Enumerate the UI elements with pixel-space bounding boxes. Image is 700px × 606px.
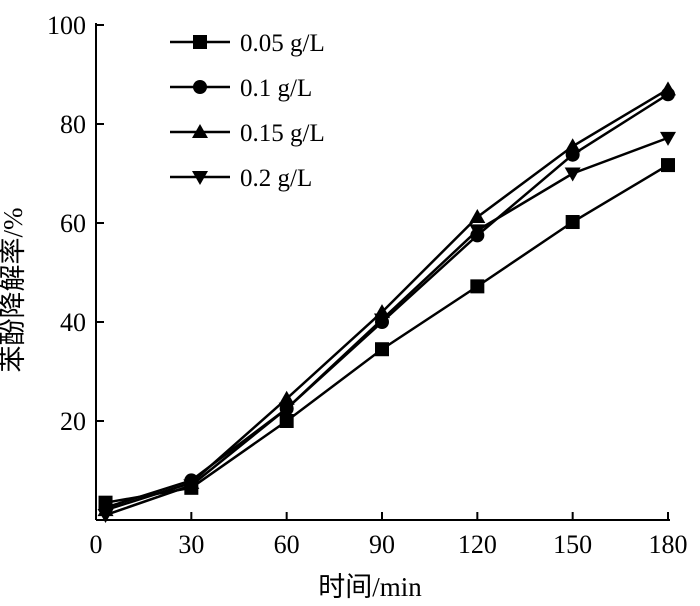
data-point	[564, 138, 581, 153]
x-tick-label: 120	[458, 530, 497, 559]
series-4	[97, 131, 676, 524]
data-point	[661, 158, 675, 173]
y-tick-label: 60	[60, 209, 86, 238]
legend-item: 0.15 g/L	[170, 120, 325, 147]
series-line	[105, 93, 669, 509]
x-tick-label: 150	[553, 530, 592, 559]
series-2	[98, 87, 675, 515]
data-point	[279, 414, 294, 428]
y-tick-label: 80	[60, 110, 86, 139]
series-layer	[97, 81, 676, 524]
x-axis-title: 时间/min	[318, 572, 422, 601]
y-tick-label: 20	[60, 407, 86, 436]
data-point	[183, 479, 200, 494]
x-tick-label: 180	[649, 530, 688, 559]
data-point	[660, 81, 676, 96]
legend: 0.05 g/L 0.1 g/L 0.15 g/L 0.2 g/L	[170, 30, 325, 192]
legend-item: 0.05 g/L	[170, 30, 325, 57]
data-point	[278, 390, 295, 405]
legend-marker	[192, 171, 208, 185]
data-point	[469, 209, 486, 224]
data-point	[278, 402, 295, 417]
data-point	[469, 224, 486, 239]
x-tick-label: 30	[178, 530, 204, 559]
y-axis-ticks: 20 40 60 80 100	[47, 11, 104, 436]
legend-marker	[193, 80, 207, 94]
x-tick-label: 90	[369, 530, 395, 559]
legend-label: 0.05 g/L	[240, 30, 325, 57]
series-line	[105, 88, 669, 512]
data-point	[565, 215, 580, 230]
data-point	[470, 279, 485, 294]
x-axis-ticks: 0 30 60 90 120 150 180	[90, 512, 688, 559]
data-point	[97, 509, 114, 524]
legend-marker	[192, 124, 208, 138]
data-point	[660, 131, 676, 146]
legend-label: 0.1 g/L	[240, 75, 312, 102]
data-point	[375, 342, 389, 357]
series-line	[105, 164, 669, 504]
legend-label: 0.2 g/L	[240, 165, 312, 192]
x-tick-label: 0	[90, 530, 103, 559]
legend-item: 0.2 g/L	[170, 165, 312, 192]
legend-item: 0.1 g/L	[170, 75, 312, 102]
y-axis-title: 苯酚降解率/%	[0, 208, 28, 373]
legend-marker	[193, 35, 207, 49]
legend-label: 0.15 g/L	[240, 120, 325, 147]
y-tick-label: 40	[60, 308, 86, 337]
y-tick-label: 100	[47, 11, 86, 40]
data-point	[564, 167, 581, 182]
x-tick-label: 60	[274, 530, 300, 559]
data-point	[374, 313, 390, 328]
series-3	[97, 81, 676, 517]
axes	[95, 23, 670, 521]
series-1	[98, 158, 675, 510]
